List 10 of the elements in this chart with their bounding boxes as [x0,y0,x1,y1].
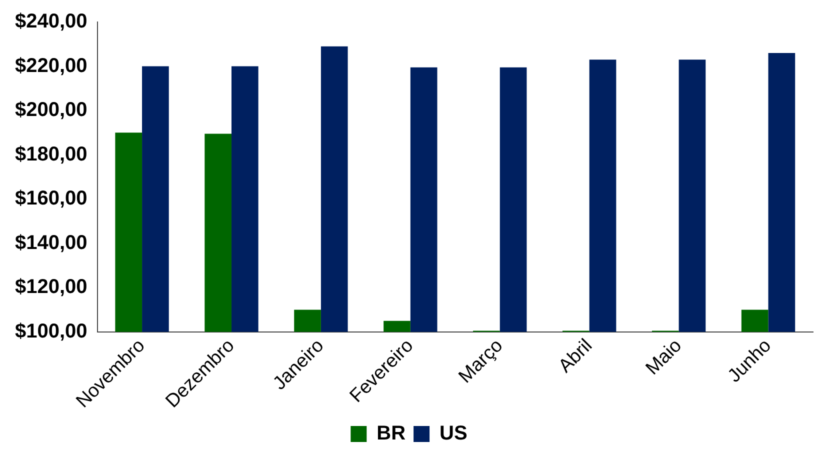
y-tick-label: $120,00 [15,276,88,298]
y-tick-label: $240,00 [15,10,88,33]
legend-label: US [440,422,468,445]
y-tick-label: $100,00 [15,320,88,342]
y-tick-label: $220,00 [15,54,88,77]
legend-label: BR [376,422,406,445]
y-tick-label: $140,00 [15,232,88,254]
y-tick-label: $200,00 [15,99,88,122]
y-tick-label: $180,00 [15,143,88,166]
y-tick-label: $160,00 [15,188,88,210]
